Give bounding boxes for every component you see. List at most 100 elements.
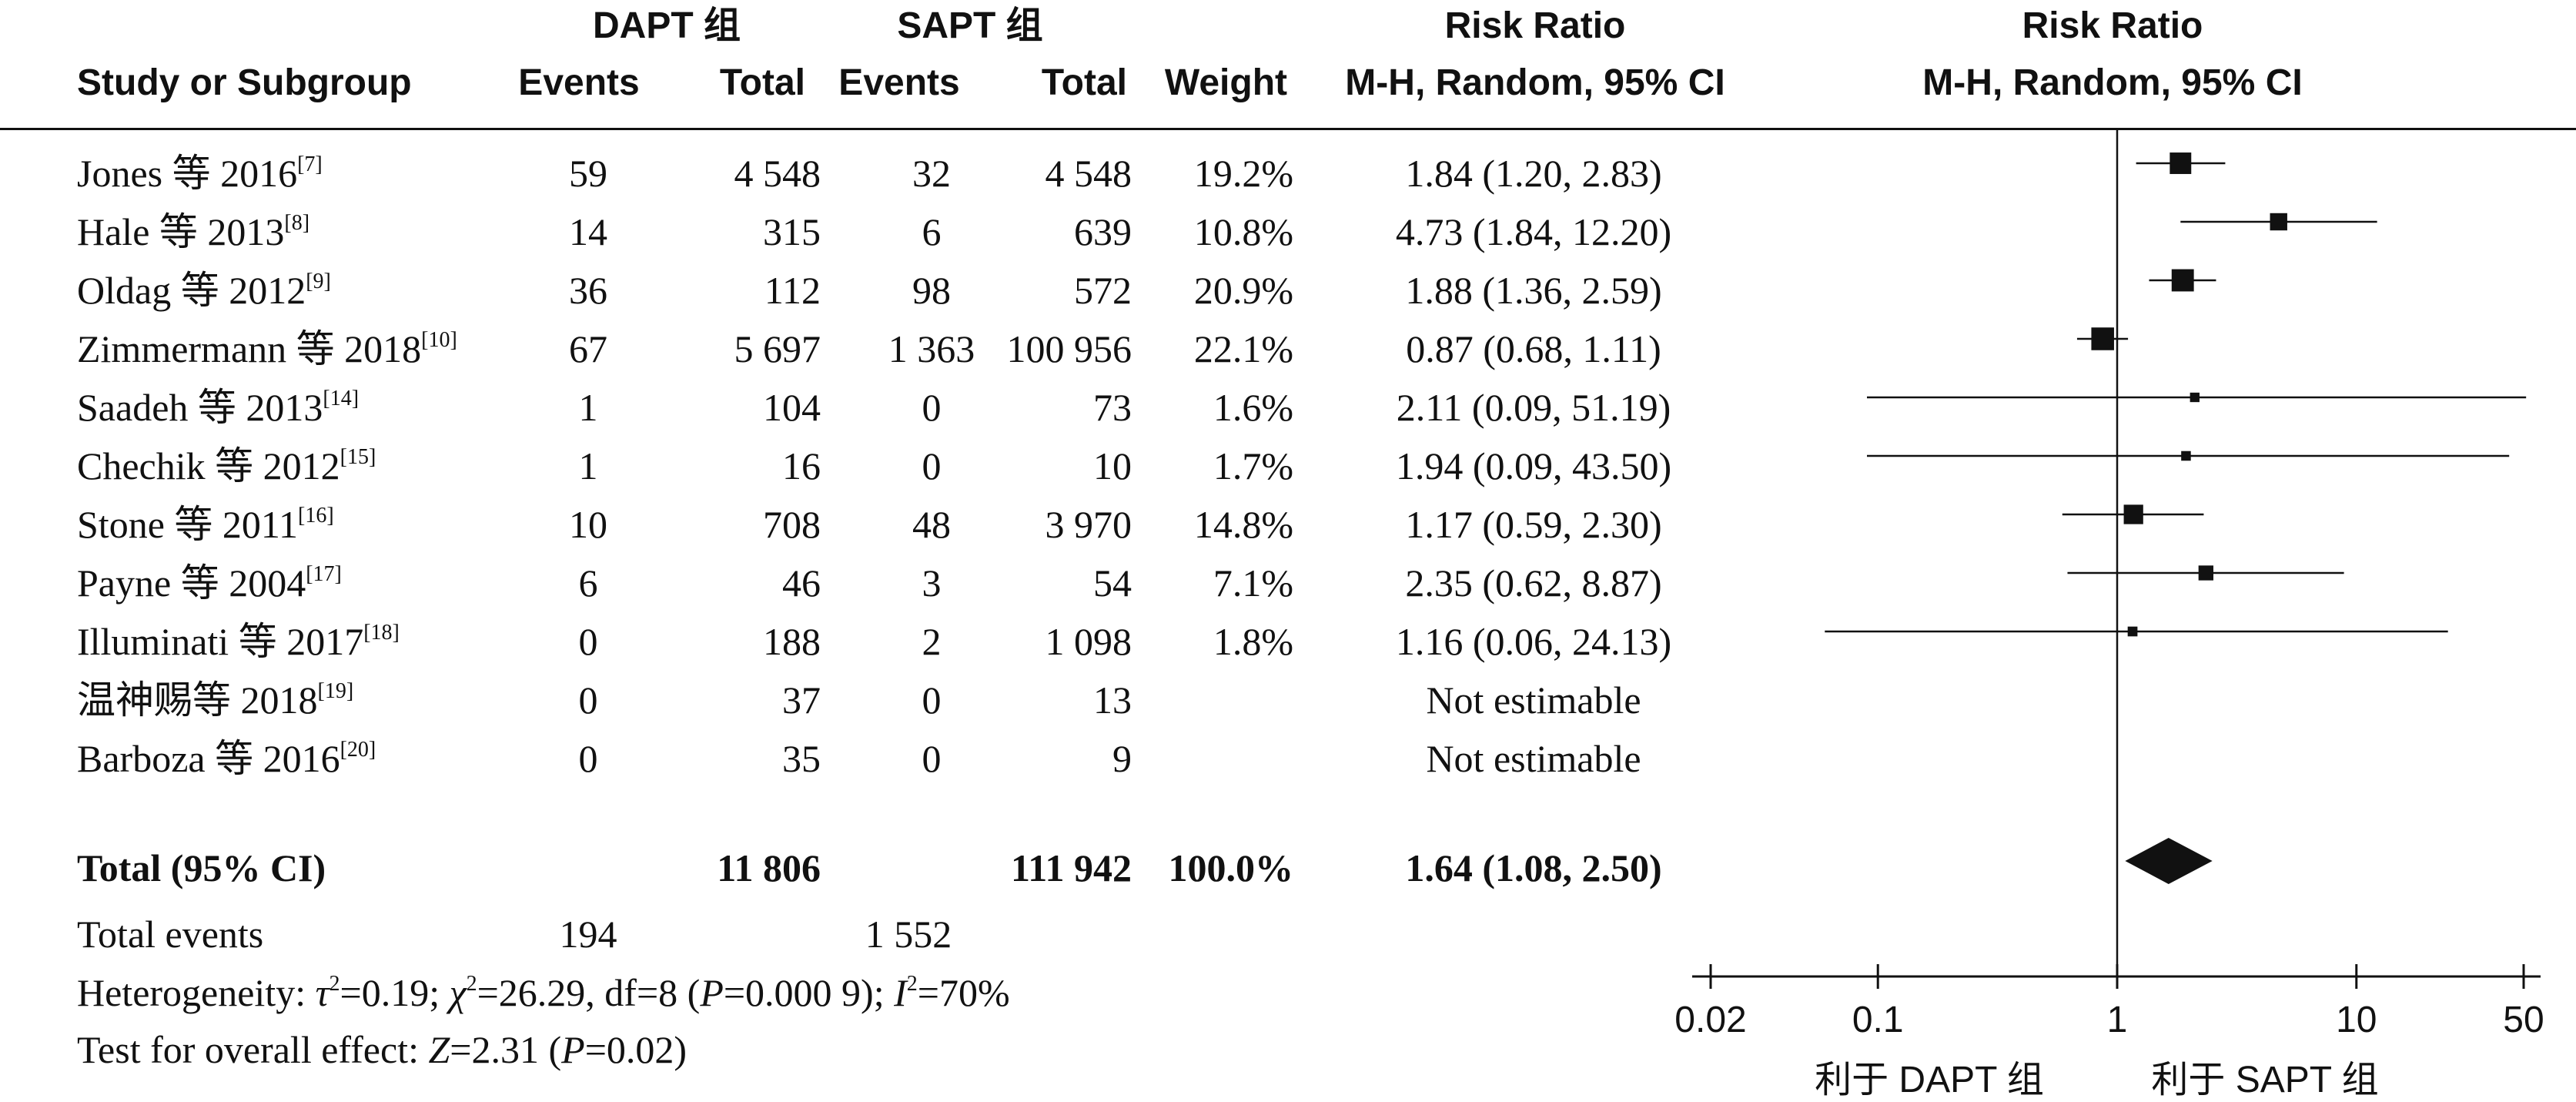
dapt-events: 0 xyxy=(578,737,598,780)
sapt-events: 0 xyxy=(922,737,942,780)
dapt-events: 14 xyxy=(569,210,607,253)
sapt-total: 13 xyxy=(1093,678,1132,722)
total-events-label: Total events xyxy=(77,913,264,956)
dapt-events: 10 xyxy=(569,503,607,546)
sapt-total: 54 xyxy=(1093,561,1132,605)
study-name-text: Jones 等 2016 xyxy=(77,152,298,195)
header-dapt-total: Total xyxy=(719,62,805,103)
study-name-text: Hale 等 2013 xyxy=(77,210,285,253)
header-sapt-group: SAPT 组 xyxy=(897,5,1043,46)
sapt-total: 639 xyxy=(1074,210,1132,253)
total-diamond xyxy=(2125,838,2213,884)
study-name: Hale 等 2013[8] xyxy=(77,210,310,253)
study-ci: 1.16 (0.06, 24.13) xyxy=(1395,620,1672,663)
total-sapt-total: 111 942 xyxy=(1011,846,1132,889)
x-tick-label: 0.1 xyxy=(1852,1000,1904,1040)
study-ci: 2.35 (0.62, 8.87) xyxy=(1405,561,1662,605)
study-name-text: 温神赐等 2018 xyxy=(77,678,318,722)
x-tick-label: 50 xyxy=(2503,1000,2544,1040)
study-ci: Not estimable xyxy=(1426,678,1641,722)
header-ci: M-H, Random, 95% CI xyxy=(1345,62,1725,103)
study-name-text: Oldag 等 2012 xyxy=(77,269,306,312)
sapt-events: 32 xyxy=(912,152,951,195)
sapt-events: 3 xyxy=(922,561,942,605)
study-ci: 1.94 (0.09, 43.50) xyxy=(1395,444,1672,487)
dapt-total: 5 697 xyxy=(734,327,821,370)
study-name-text: Chechik 等 2012 xyxy=(77,444,340,487)
study-point xyxy=(2190,392,2200,403)
study-name-text: Stone 等 2011 xyxy=(77,503,299,546)
header-risk-ratio-table: Risk Ratio xyxy=(1444,5,1626,46)
total-weight: 100.0% xyxy=(1168,846,1294,889)
favors-sapt-label: 利于 SAPT 组 xyxy=(2151,1060,2378,1100)
study-name-text: Illuminati 等 2017 xyxy=(77,620,364,663)
sapt-total: 572 xyxy=(1074,269,1132,312)
sapt-events: 1 363 xyxy=(888,327,975,370)
study-reference: [18] xyxy=(363,621,400,645)
dapt-total: 188 xyxy=(763,620,821,663)
study-ci: 4.73 (1.84, 12.20) xyxy=(1395,210,1672,253)
study-weight: 10.8% xyxy=(1193,210,1293,253)
study-name-text: Zimmermann 等 2018 xyxy=(77,327,422,370)
sapt-events: 2 xyxy=(922,620,942,663)
dapt-total: 104 xyxy=(763,386,821,429)
sapt-total: 9 xyxy=(1112,737,1132,780)
study-reference: [8] xyxy=(284,211,310,235)
sapt-total: 100 956 xyxy=(1006,327,1132,370)
dapt-events: 67 xyxy=(569,327,607,370)
sapt-total: 4 548 xyxy=(1045,152,1132,195)
dapt-total: 16 xyxy=(782,444,821,487)
sapt-events: 0 xyxy=(922,386,942,429)
dapt-total: 35 xyxy=(782,737,821,780)
study-weight: 1.6% xyxy=(1213,386,1293,429)
x-tick-label: 10 xyxy=(2336,1000,2377,1040)
study-ci: 0.87 (0.68, 1.11) xyxy=(1406,327,1661,370)
header-dapt-events: Events xyxy=(518,62,640,103)
study-ci: Not estimable xyxy=(1426,737,1641,780)
dapt-total: 708 xyxy=(763,503,821,546)
study-name-text: Saadeh 等 2013 xyxy=(77,386,323,429)
header-sapt-total: Total xyxy=(1041,62,1127,103)
dapt-total: 4 548 xyxy=(734,152,821,195)
study-weight: 7.1% xyxy=(1213,561,1293,605)
dapt-events: 59 xyxy=(569,152,607,195)
dapt-total: 37 xyxy=(782,678,821,722)
sapt-events: 48 xyxy=(912,503,951,546)
sapt-total: 1 098 xyxy=(1045,620,1132,663)
study-weight: 1.8% xyxy=(1213,620,1293,663)
sapt-events: 98 xyxy=(912,269,951,312)
study-point xyxy=(2127,626,2138,637)
total-label: Total (95% CI) xyxy=(77,846,326,889)
study-weight: 22.1% xyxy=(1193,327,1293,370)
header-weight: Weight xyxy=(1164,62,1287,103)
study-name: Payne 等 2004[17] xyxy=(77,562,342,603)
header-risk-ratio-plot: Risk Ratio xyxy=(2022,5,2203,46)
header-rule xyxy=(0,128,2576,130)
study-name: Chechik 等 2012[15] xyxy=(77,444,376,487)
study-name-text: Barboza 等 2016 xyxy=(77,737,340,780)
header-sapt-events: Events xyxy=(838,62,960,103)
overall-effect-text: Test for overall effect: Z=2.31 (P=0.02) xyxy=(77,1028,687,1071)
dapt-events: 36 xyxy=(569,269,607,312)
study-weight: 19.2% xyxy=(1193,152,1293,195)
study-name: Jones 等 2016[7] xyxy=(77,154,323,193)
sapt-events: 6 xyxy=(922,210,942,253)
sapt-total: 73 xyxy=(1093,386,1132,429)
study-reference: [7] xyxy=(297,152,323,176)
sapt-total: 3 970 xyxy=(1045,503,1132,546)
study-reference: [14] xyxy=(323,387,360,410)
study-name: Stone 等 2011[16] xyxy=(77,505,334,544)
header-dapt-group: DAPT 组 xyxy=(592,5,741,46)
study-point xyxy=(2123,504,2143,524)
study-ci: 1.88 (1.36, 2.59) xyxy=(1405,269,1662,312)
study-point xyxy=(2091,327,2114,350)
heterogeneity-text: Heterogeneity: τ2=0.19; χ2=26.29, df=8 (… xyxy=(77,971,1010,1014)
study-point xyxy=(2170,152,2192,174)
dapt-total: 46 xyxy=(782,561,821,605)
study-reference: [15] xyxy=(340,445,376,469)
study-reference: [20] xyxy=(340,738,376,762)
favors-dapt-label: 利于 DAPT 组 xyxy=(1815,1060,2044,1100)
study-reference: [17] xyxy=(306,562,342,586)
